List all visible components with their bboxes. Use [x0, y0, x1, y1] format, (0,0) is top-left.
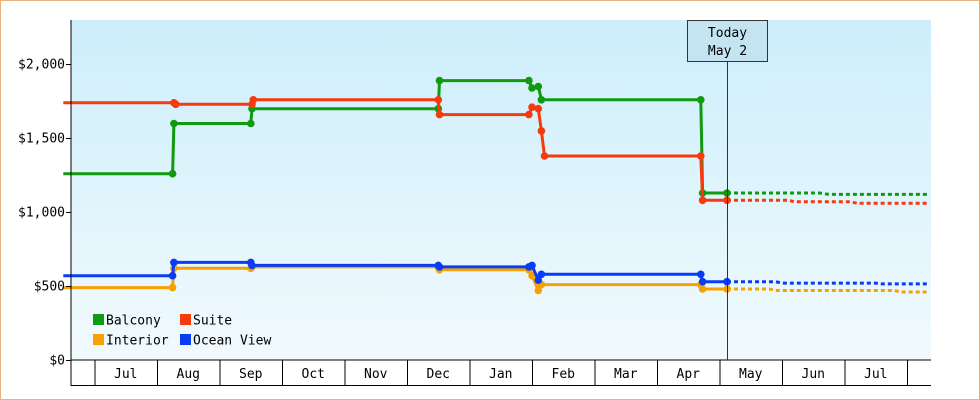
series-line [63, 265, 727, 292]
data-point [697, 96, 705, 104]
data-point [168, 169, 177, 178]
x-tick-label: May [739, 367, 763, 382]
x-tick-label: Oct [302, 367, 325, 382]
series-line [63, 260, 727, 284]
data-point [170, 258, 178, 267]
today-marker: Today May 2 [687, 20, 768, 360]
data-point [534, 82, 543, 91]
data-point [528, 261, 536, 270]
data-point [525, 76, 533, 85]
data-point [528, 84, 536, 92]
data-point [537, 270, 546, 279]
data-point [698, 196, 707, 205]
legend-swatch [180, 314, 191, 325]
data-point [537, 96, 546, 104]
forecast-line [727, 287, 929, 294]
data-point [537, 127, 546, 135]
forecast-line [727, 198, 929, 205]
x-tick-label: Feb [552, 367, 576, 382]
data-point [435, 110, 444, 119]
plot-area [71, 20, 931, 360]
data-point [534, 104, 543, 113]
data-point [172, 100, 180, 109]
data-point [435, 76, 444, 85]
legend-swatch [93, 314, 104, 325]
x-tick-label: Jun [802, 367, 825, 382]
data-point [698, 285, 707, 293]
y-tick-label: $1,000 [18, 206, 65, 221]
data-point [525, 110, 533, 119]
x-tick-label: Dec [427, 367, 450, 382]
y-tick-label: $1,500 [18, 132, 65, 147]
forecast-line [727, 191, 929, 196]
data-point [528, 271, 536, 280]
data-point [534, 286, 543, 295]
data-point [249, 96, 258, 104]
data-point [434, 96, 443, 104]
forecast-lines [727, 191, 929, 294]
data-point [534, 276, 543, 285]
x-tick-label: Apr [677, 367, 701, 382]
legend-swatch [180, 334, 191, 345]
data-point [170, 119, 178, 128]
legend: Balcony Suite Interior Ocean View [93, 314, 271, 349]
data-point [697, 270, 705, 279]
x-tick-label: Aug [177, 367, 200, 382]
legend-label: Ocean View [193, 334, 271, 349]
today-box [687, 20, 768, 62]
data-point [168, 283, 177, 292]
forecast-line [727, 280, 929, 286]
y-tick-label: $0 [49, 354, 65, 369]
data-point [247, 119, 255, 128]
today-date: May 2 [708, 44, 747, 59]
today-label: Today [708, 26, 747, 41]
axes: $0 $500 $1,000 $1,500 $2,000 Jul Aug Sep Oct Nov D… [18, 20, 931, 386]
data-point [697, 152, 705, 160]
data-point [698, 277, 707, 286]
y-tick-label: $500 [34, 280, 65, 295]
data-point [248, 261, 256, 270]
x-tick-label: Jan [489, 367, 512, 382]
legend-swatch [93, 334, 104, 345]
legend-label: Interior [106, 334, 169, 349]
x-tick-label: Sep [239, 367, 263, 382]
legend-label: Suite [193, 314, 232, 329]
legend-label: Balcony [106, 314, 161, 329]
x-tick-label: Mar [614, 367, 638, 382]
data-point [528, 103, 536, 111]
x-tick-label: Jul [864, 367, 887, 382]
series-line [63, 79, 727, 195]
x-tick-label: Nov [364, 367, 388, 382]
x-tick-label: Jul [114, 367, 137, 382]
y-tick-label: $2,000 [18, 58, 65, 73]
data-point [435, 263, 444, 271]
data-point [540, 152, 549, 160]
data-point [168, 271, 177, 280]
